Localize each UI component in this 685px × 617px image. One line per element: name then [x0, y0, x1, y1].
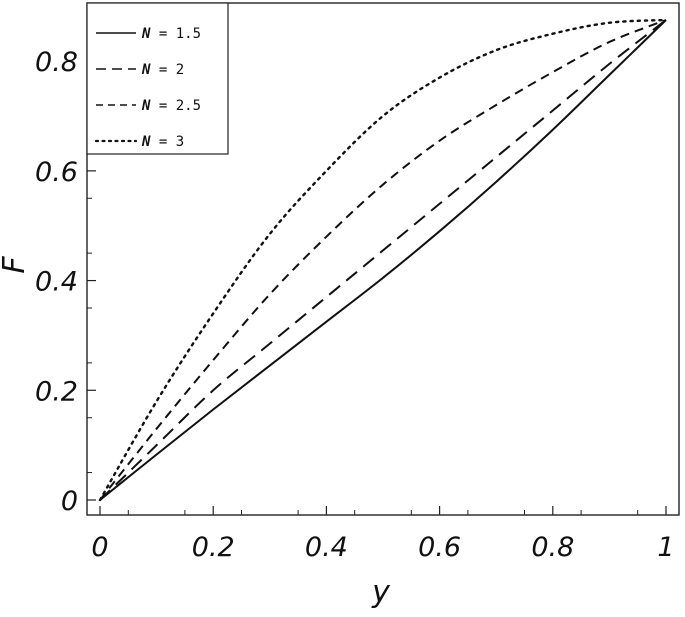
y-tick-label: 0 — [61, 486, 78, 517]
series-line-3 — [99, 19, 667, 501]
x-tick-label: 0.6 — [418, 532, 461, 563]
series-line-2 — [99, 19, 667, 501]
x-tick-label: 0.2 — [192, 532, 235, 563]
y-axis: 0 0.2 0.4 0.6 0.8 — [35, 33, 96, 517]
y-tick-label: 0.6 — [35, 157, 78, 188]
legend: N = 1.5 N = 2 N = 2.5 N = 3 — [86, 2, 229, 155]
y-tick-label: 0.2 — [35, 376, 78, 407]
y-tick-label: 0.8 — [35, 47, 78, 78]
series-layer — [98, 18, 668, 502]
legend-label-3: N = 2.5 — [141, 98, 201, 114]
x-tick-label: 0 — [91, 532, 108, 563]
x-axis: 0 0.2 0.4 0.6 0.8 1 — [91, 506, 675, 563]
y-tick-label: 0.4 — [35, 267, 78, 298]
x-tick-label: 1 — [657, 532, 674, 563]
legend-label-1: N = 1.5 — [141, 26, 201, 42]
series-line-1 — [99, 19, 667, 501]
x-tick-label: 0.8 — [531, 532, 574, 563]
x-tick-label: 0.4 — [305, 532, 348, 563]
plot-frame — [86, 2, 680, 516]
series-line-4 — [98, 18, 668, 502]
legend-label-4: N = 3 — [141, 134, 184, 150]
legend-box — [86, 2, 229, 155]
legend-label-2: N = 2 — [141, 62, 184, 78]
y-axis-label: F — [0, 256, 32, 274]
x-axis-label: y — [371, 575, 391, 610]
